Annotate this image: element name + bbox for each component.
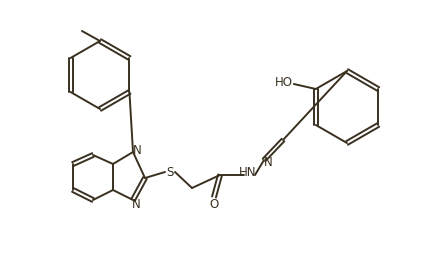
Text: N: N xyxy=(133,144,141,158)
Text: O: O xyxy=(209,197,219,211)
Text: HO: HO xyxy=(275,76,293,90)
Text: HN: HN xyxy=(239,167,257,179)
Text: N: N xyxy=(264,155,272,168)
Text: S: S xyxy=(166,165,174,179)
Text: N: N xyxy=(132,197,141,211)
